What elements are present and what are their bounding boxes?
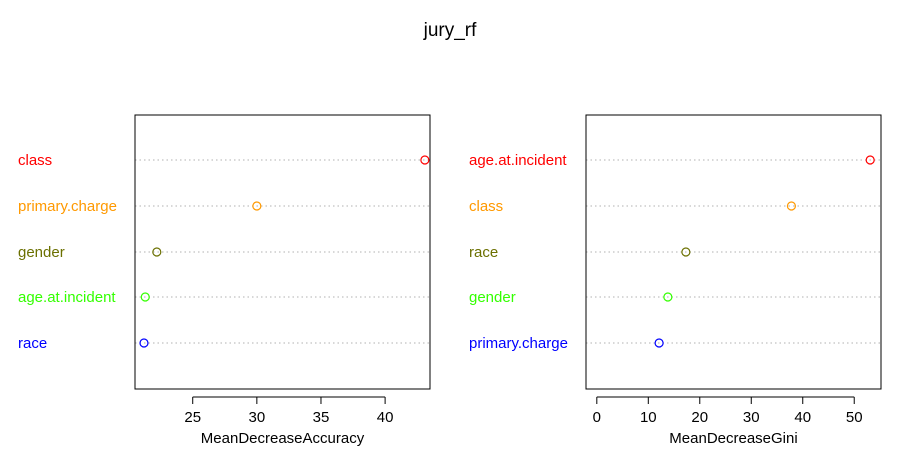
category-label: class <box>18 152 52 169</box>
x-tick-label: 50 <box>846 409 863 426</box>
category-label: gender <box>469 289 516 306</box>
x-tick-label: 35 <box>313 409 330 426</box>
plot-frame <box>585 114 882 390</box>
x-tick-label: 40 <box>794 409 811 426</box>
category-label: age.at.incident <box>469 152 567 169</box>
category-label: primary.charge <box>469 335 568 352</box>
x-axis-title: MeanDecreaseAccuracy <box>201 430 365 447</box>
x-tick-label: 40 <box>377 409 394 426</box>
x-tick-label: 0 <box>593 409 601 426</box>
dotchart-panel-1: class primary.charge gender age.at.incident… <box>18 114 431 447</box>
x-axis: 25 30 35 40 <box>184 396 394 426</box>
data-point <box>786 201 797 211</box>
x-tick-label: 30 <box>249 409 266 426</box>
x-tick-label: 25 <box>184 409 201 426</box>
data-point <box>663 292 673 302</box>
category-label: class <box>469 198 503 215</box>
category-label: race <box>18 335 47 352</box>
category-label: race <box>469 244 498 261</box>
dotchart-panel-2: age.at.incident class race gender primary.ch… <box>469 114 882 447</box>
category-label: age.at.incident <box>18 289 116 306</box>
x-tick-label: 20 <box>691 409 708 426</box>
data-point <box>681 247 691 257</box>
data-point <box>139 338 149 348</box>
x-axis: 0 10 20 30 40 50 <box>593 396 863 426</box>
chart-title: jury_rf <box>423 20 478 41</box>
data-point <box>865 155 875 165</box>
data-point <box>152 247 162 257</box>
data-point <box>252 201 262 211</box>
data-point <box>140 292 150 302</box>
x-axis-title: MeanDecreaseGini <box>669 430 797 447</box>
data-point <box>420 155 430 165</box>
plot-frame <box>134 114 431 390</box>
x-tick-label: 30 <box>743 409 760 426</box>
category-label: primary.charge <box>18 198 117 215</box>
category-label: gender <box>18 244 65 261</box>
data-point <box>654 338 664 348</box>
x-tick-label: 10 <box>640 409 657 426</box>
